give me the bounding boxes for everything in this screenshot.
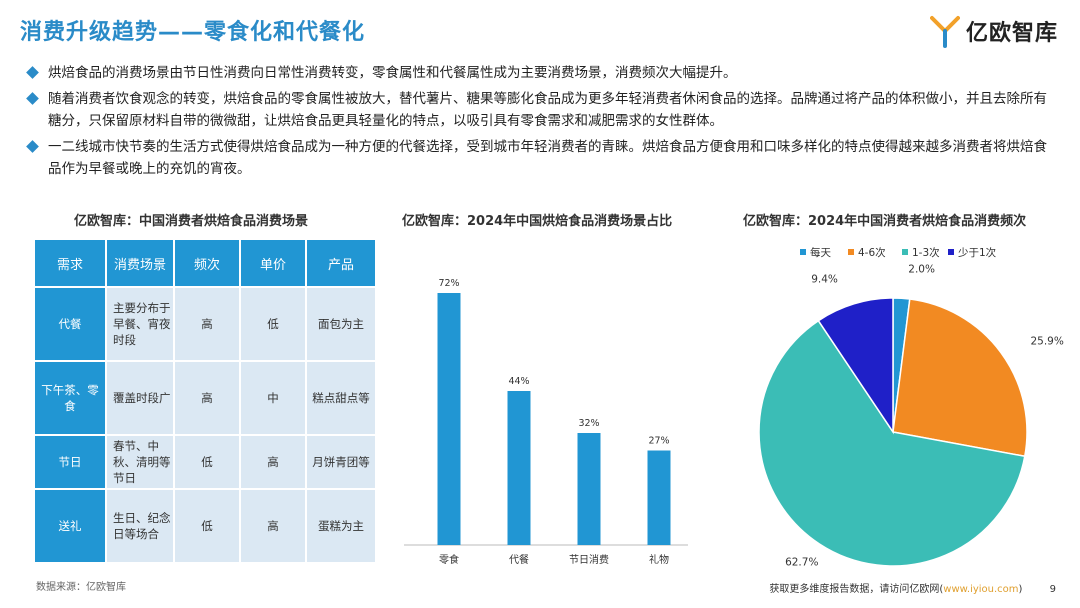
logo: 亿欧智库 (929, 14, 1058, 48)
table-cell: 月饼青团等 (307, 436, 375, 488)
legend-label: 4-6次 (858, 246, 886, 259)
table-cell: 糕点甜点等 (307, 362, 375, 434)
diamond-bullet-icon (26, 92, 39, 105)
legend-label: 少于1次 (958, 246, 997, 259)
logo-text: 亿欧智库 (965, 21, 1058, 46)
table-cell: 高 (241, 490, 305, 562)
table-cell: 节日 (35, 436, 105, 488)
table-cell: 下午茶、零食 (35, 362, 105, 434)
table-cell: 代餐 (35, 288, 105, 360)
table-row: 代餐 主要分布于早餐、宵夜时段 高 低 面包为主 (35, 288, 375, 360)
bullet-item: 烘焙食品的消费场景由节日性消费向日常性消费转变，零食属性和代餐属性成为主要消费场… (26, 62, 1058, 84)
table-row: 送礼 生日、纪念日等场合 低 高 蛋糕为主 (35, 490, 375, 562)
table-header-cell: 消费场景 (107, 240, 173, 286)
bullet-text: 一二线城市快节奏的生活方式使得烘焙食品成为一种方便的代餐选择，受到城市年轻消费者… (48, 139, 1047, 177)
x-tick-label: 代餐 (509, 553, 529, 566)
footer-paren: ) (1018, 584, 1023, 595)
table-cell: 高 (175, 288, 239, 360)
source-note: 数据来源：亿欧智库 (36, 582, 126, 593)
table-header-cell: 单价 (241, 240, 305, 286)
bar (437, 293, 461, 545)
legend-swatch (848, 249, 854, 255)
pie-slice-label: 2.0% (908, 263, 935, 275)
pie-chart: 每天 4-6次 1-3次 少于1次 2.0% 25.9% 62.7% 9.4% (758, 246, 1064, 569)
table-cell: 春节、中秋、清明等节日 (107, 436, 173, 488)
legend-label: 1-3次 (912, 246, 940, 259)
legend-swatch (902, 249, 908, 255)
table-cell: 主要分布于早餐、宵夜时段 (107, 288, 173, 360)
table-header-cell: 产品 (307, 240, 375, 286)
bar-value-label: 72% (438, 278, 459, 289)
table-cell: 送礼 (35, 490, 105, 562)
table-header-cell: 需求 (35, 240, 105, 286)
logo-mark-icon (929, 16, 960, 48)
table-cell: 蛋糕为主 (307, 490, 375, 562)
table-cell: 低 (175, 490, 239, 562)
pie-chart-title: 亿欧智库：2024年中国消费者烘焙食品消费频次 (743, 214, 1027, 229)
bullet-text: 随着消费者饮食观念的转变，烘焙食品的零食属性被放大，替代薯片、糖果等膨化食品成为… (48, 91, 1047, 129)
bar-value-label: 27% (648, 436, 669, 447)
x-tick-label: 礼物 (649, 553, 669, 566)
table-row: 下午茶、零食 覆盖时段广 高 中 糕点甜点等 (35, 362, 375, 434)
bullet-list: 烘焙食品的消费场景由节日性消费向日常性消费转变，零食属性和代餐属性成为主要消费场… (26, 62, 1058, 184)
pie-slice (758, 319, 1026, 567)
table-header-row: 需求 消费场景 频次 单价 产品 (35, 240, 375, 286)
table-header-cell: 频次 (175, 240, 239, 286)
x-tick-label: 节日消费 (569, 553, 609, 566)
bar-value-label: 44% (508, 376, 529, 387)
page-title: 消费升级趋势——零食化和代餐化 (20, 20, 366, 45)
scenario-table: 需求 消费场景 频次 单价 产品 代餐 主要分布于早餐、宵夜时段 高 低 面包为… (33, 238, 377, 564)
table-cell: 覆盖时段广 (107, 362, 173, 434)
table-cell: 低 (241, 288, 305, 360)
table-cell: 生日、纪念日等场合 (107, 490, 173, 562)
footer-text: 获取更多维度报告数据，请访问亿欧网( (769, 584, 944, 595)
pie-slice-label: 25.9% (1030, 336, 1063, 348)
pie-slice-label: 9.4% (811, 273, 838, 285)
bar-chart: 72% 零食 44% 代餐 32% 节日消费 27% 礼物 (404, 278, 688, 566)
diamond-bullet-icon (26, 66, 39, 79)
table-cell: 高 (175, 362, 239, 434)
pie-slice-label: 62.7% (785, 557, 818, 569)
page-number: 9 (1049, 584, 1056, 595)
table-cell: 中 (241, 362, 305, 434)
legend-swatch (800, 249, 806, 255)
pie-slice (817, 297, 894, 435)
pie-slice (892, 298, 1028, 458)
diamond-bullet-icon (26, 140, 39, 153)
bar-value-label: 32% (578, 418, 599, 429)
bullet-item: 随着消费者饮食观念的转变，烘焙食品的零食属性被放大，替代薯片、糖果等膨化食品成为… (26, 88, 1058, 132)
table-title: 亿欧智库：中国消费者烘焙食品消费场景 (74, 214, 309, 229)
table-row: 节日 春节、中秋、清明等节日 低 高 月饼青团等 (35, 436, 375, 488)
table-cell: 低 (175, 436, 239, 488)
bar (577, 433, 601, 545)
x-tick-label: 零食 (439, 553, 459, 566)
website-link[interactable]: www.iyiou.com (943, 584, 1019, 595)
legend-swatch (948, 249, 954, 255)
bar (507, 391, 531, 545)
table-cell: 面包为主 (307, 288, 375, 360)
bullet-text: 烘焙食品的消费场景由节日性消费向日常性消费转变，零食属性和代餐属性成为主要消费场… (48, 65, 737, 81)
bullet-item: 一二线城市快节奏的生活方式使得烘焙食品成为一种方便的代餐选择，受到城市年轻消费者… (26, 136, 1058, 180)
bar-chart-title: 亿欧智库：2024年中国烘焙食品消费场景占比 (402, 214, 673, 229)
footer-note: 获取更多维度报告数据，请访问亿欧网(www.iyiou.com) 9 (769, 580, 1056, 595)
bar (647, 450, 671, 545)
table-cell: 高 (241, 436, 305, 488)
legend-label: 每天 (810, 246, 831, 259)
